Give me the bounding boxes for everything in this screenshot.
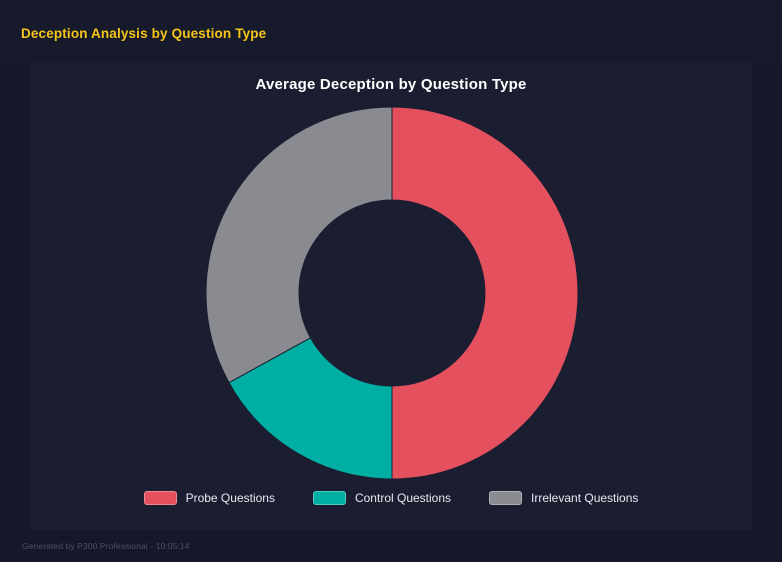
legend-swatch [312,491,346,505]
donut-segment-group [206,107,578,479]
legend-item[interactable]: Probe Questions [143,491,275,505]
donut-chart-svg [206,107,578,479]
chart-legend: Probe Questions Control Questions Irreleva… [30,491,752,505]
legend-swatch [143,491,177,505]
legend-item-label: Irrelevant Questions [531,491,639,505]
footer-generated-by: Generated by P300 Professional - 10:05:1… [22,541,190,551]
chart-title: Average Deception by Question Type [255,76,527,93]
donut-segment[interactable] [228,337,393,479]
chart-card: Average Deception by Question Type Probe… [30,62,752,530]
legend-swatch [489,491,523,505]
donut-segment[interactable] [391,107,578,479]
legend-item[interactable]: Irrelevant Questions [489,491,638,505]
donut-chart [206,107,578,479]
legend-item-label: Probe Questions [185,491,275,505]
donut-segment[interactable] [206,107,393,384]
legend-item[interactable]: Control Questions [312,491,452,505]
app-header: Deception Analysis by Question Type [0,0,782,62]
page-title: Deception Analysis by Question Type [21,26,267,41]
legend-item-label: Control Questions [354,491,452,505]
